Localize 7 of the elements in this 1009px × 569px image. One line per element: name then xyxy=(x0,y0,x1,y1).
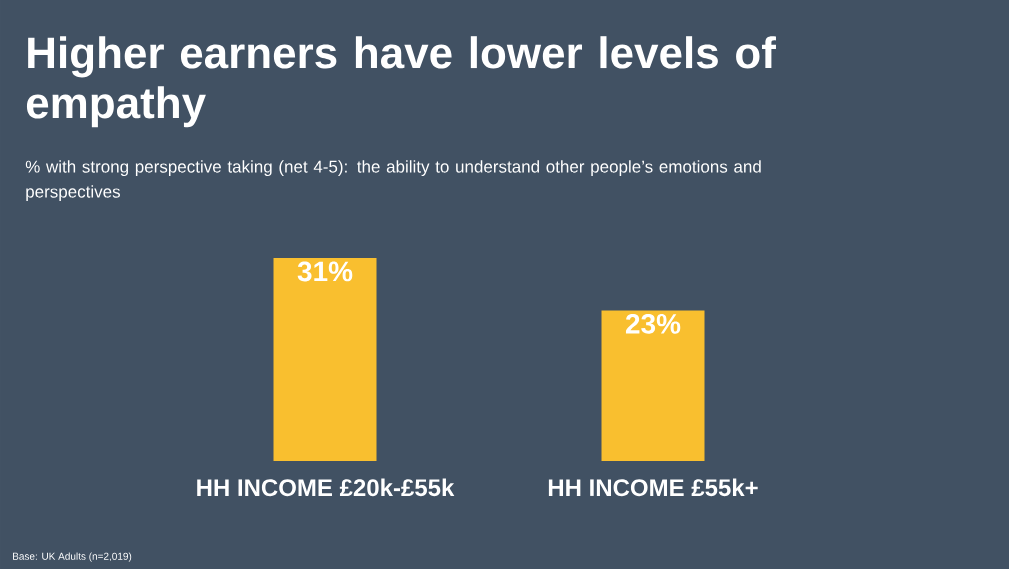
chart-title: Higher earners have lower levels of empathy xyxy=(26,36,776,128)
data-label: 23% xyxy=(625,313,681,334)
x-tick-label: HH INCOME £20k-£55k xyxy=(197,478,455,497)
x-tick-label: HH INCOME £55k+ xyxy=(548,478,758,497)
text: Base: UK Adults (n=2,019) xyxy=(13,552,132,562)
data-label: 31% xyxy=(297,261,353,282)
chart-subtitle: % with strong perspective taking (net 4-5): the ability to understand other people’s emotions and perspectives xyxy=(25,160,761,202)
